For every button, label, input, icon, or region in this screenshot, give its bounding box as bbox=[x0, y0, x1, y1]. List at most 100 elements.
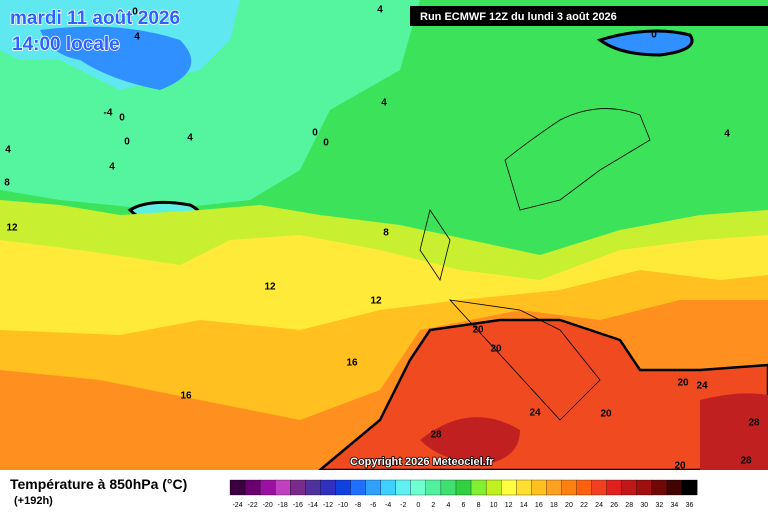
color-swatch bbox=[290, 479, 306, 496]
contour-label: 12 bbox=[264, 282, 276, 293]
scale-label: 22 bbox=[580, 502, 588, 509]
scale-label: -12 bbox=[323, 502, 333, 509]
contour-label: 0 bbox=[119, 113, 125, 124]
contour-label: 16 bbox=[180, 391, 192, 402]
cold-region bbox=[40, 26, 192, 91]
scale-label: -10 bbox=[338, 502, 348, 509]
contour-label: 4 bbox=[724, 129, 730, 140]
contour-label: 0 bbox=[124, 137, 130, 148]
scale-label: 34 bbox=[671, 502, 679, 509]
contour-label: 8 bbox=[383, 228, 389, 239]
run-banner bbox=[410, 6, 768, 26]
contour-label: 4 bbox=[187, 133, 193, 144]
contour-label: 0 bbox=[323, 138, 329, 149]
contour-label: 0 bbox=[312, 128, 318, 139]
contour-label: 12 bbox=[370, 296, 382, 307]
color-swatch bbox=[395, 479, 412, 496]
contour-label: -4 bbox=[104, 108, 113, 119]
scale-label: 30 bbox=[640, 502, 648, 509]
contour-label: 28 bbox=[740, 456, 752, 467]
contour-label: 20 bbox=[677, 378, 689, 389]
scale-label: 20 bbox=[565, 502, 573, 509]
color-swatch bbox=[350, 479, 367, 496]
scale-label: 32 bbox=[655, 502, 663, 509]
color-swatch bbox=[229, 479, 246, 496]
scale-label: 26 bbox=[610, 502, 618, 509]
color-swatch bbox=[546, 479, 562, 496]
contour-label: 0 bbox=[651, 30, 657, 41]
contour-label: 4 bbox=[109, 162, 115, 173]
color-scale: -24 -22 -20 -18 -16 -14 -12 -10 -8 -6 -4 -2 0 2 4 6 8 10 1… bbox=[229, 479, 698, 509]
contour-label: 0 bbox=[132, 7, 138, 18]
scale-label: -24 bbox=[232, 502, 242, 509]
color-swatch bbox=[275, 479, 291, 496]
color-swatch bbox=[320, 479, 336, 496]
color-swatch bbox=[561, 479, 577, 496]
scale-label: 8 bbox=[477, 502, 481, 509]
contour-label: 8 bbox=[4, 178, 10, 189]
scale-label: 36 bbox=[686, 502, 694, 509]
scale-label: 16 bbox=[535, 502, 543, 509]
scale-label: -2 bbox=[400, 502, 406, 509]
scale-label: 10 bbox=[490, 502, 498, 509]
time: 14:00 locale bbox=[12, 34, 120, 55]
scale-label: 28 bbox=[625, 502, 633, 509]
contour-label: 4 bbox=[377, 5, 383, 16]
scale-label: -14 bbox=[308, 502, 318, 509]
scale-label: -16 bbox=[293, 502, 303, 509]
copyright: Copyright 2026 Meteociel.fr bbox=[350, 456, 494, 468]
scale-label: 18 bbox=[550, 502, 558, 509]
color-swatch bbox=[531, 479, 547, 496]
color-swatch bbox=[425, 479, 442, 496]
scale-label: 0 bbox=[416, 502, 420, 509]
contour-label: 4 bbox=[381, 98, 387, 109]
contour-label: 12 bbox=[6, 223, 18, 234]
contour-label: 28 bbox=[748, 418, 760, 429]
contour-label: 4 bbox=[5, 145, 11, 156]
contour-label: 24 bbox=[529, 408, 541, 419]
scale-label: 14 bbox=[520, 502, 528, 509]
contour-label: 28 bbox=[430, 430, 442, 441]
scale-label: 24 bbox=[595, 502, 603, 509]
color-swatch bbox=[501, 479, 517, 496]
color-swatch bbox=[606, 479, 623, 496]
cold-region bbox=[596, 29, 694, 57]
contour-label: 20 bbox=[600, 409, 612, 420]
color-swatch bbox=[621, 479, 638, 496]
scale-label: -22 bbox=[248, 502, 258, 509]
color-swatch bbox=[380, 479, 397, 496]
scale-label: -8 bbox=[355, 502, 361, 509]
color-swatch bbox=[681, 479, 698, 496]
coastline bbox=[419, 108, 651, 421]
contour-label: 16 bbox=[346, 358, 358, 369]
scale-label: -18 bbox=[278, 502, 288, 509]
scale-label: 4 bbox=[446, 502, 450, 509]
scale-label: -4 bbox=[385, 502, 391, 509]
scale-label: -20 bbox=[263, 502, 273, 509]
scale-label: 12 bbox=[505, 502, 513, 509]
scale-label: 6 bbox=[462, 502, 466, 509]
color-swatch bbox=[410, 479, 427, 496]
color-swatch bbox=[516, 479, 532, 496]
run-info: Run ECMWF 12Z du lundi 3 août 2026 bbox=[420, 11, 617, 23]
color-swatch bbox=[576, 479, 592, 496]
contour-label: 20 bbox=[490, 344, 502, 355]
color-swatch bbox=[259, 479, 276, 496]
color-swatch bbox=[335, 479, 351, 496]
color-swatch bbox=[666, 479, 683, 496]
hot-region bbox=[420, 417, 520, 465]
color-swatch bbox=[636, 479, 653, 496]
color-swatch bbox=[244, 479, 261, 496]
color-swatch bbox=[440, 479, 457, 496]
contour-label: 20 bbox=[674, 461, 686, 472]
date: mardi 11 août 2026 bbox=[10, 8, 180, 29]
color-swatch bbox=[305, 479, 321, 496]
color-swatch bbox=[485, 479, 502, 496]
contour-label: 4 bbox=[134, 32, 140, 43]
color-swatch bbox=[455, 479, 472, 496]
contour-label: 20 bbox=[472, 325, 484, 336]
scale-label: -6 bbox=[370, 502, 376, 509]
legend-title: Température à 850hPa (°C) bbox=[10, 476, 187, 492]
